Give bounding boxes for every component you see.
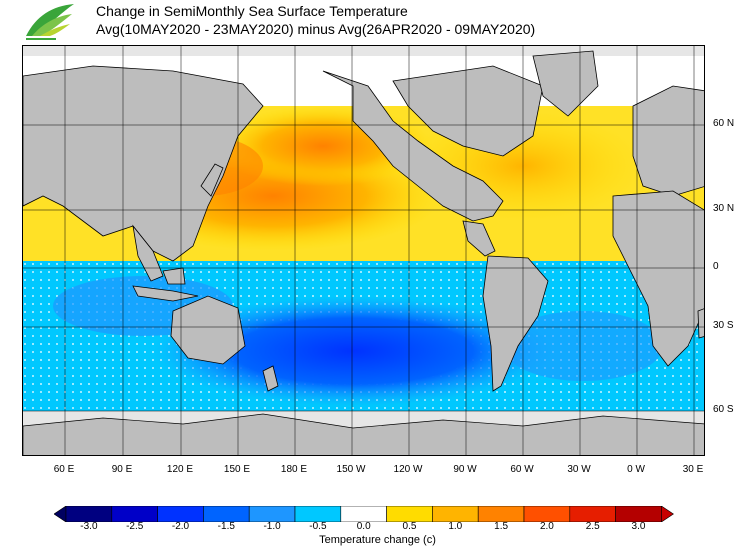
colorbar-swatch [248,505,296,523]
colorbar-tick-label: -0.5 [309,521,327,532]
colorbar-swatches [53,505,674,523]
lat-label-60s: 60 S [713,404,734,415]
colorbar-tick-label: -1.5 [217,521,235,532]
colorbar-arrow-high [661,505,674,523]
colorbar-title: Temperature change (c) [319,534,436,546]
colorbar-swatch [569,505,616,523]
colorbar-swatch [157,505,204,523]
lon-label: 150 W [336,464,366,475]
colorbar [53,505,674,527]
colorbar-tick-label: -3.0 [80,521,98,532]
lon-label: 30 W [567,464,591,475]
colorbar-swatch [386,505,433,523]
colorbar-tick-label: 3.0 [631,521,646,532]
colorbar-tick-label: 0.0 [356,521,371,532]
colorbar-swatch [340,505,387,523]
colorbar-tick-label: -1.0 [263,521,281,532]
lon-label: 120 W [393,464,423,475]
colorbar-tick-label: 1.5 [494,521,509,532]
graticule [23,46,704,455]
lon-label: 90 W [453,464,477,475]
colorbar-swatch [65,505,113,523]
lon-label: 150 E [223,464,251,475]
map-title-block: Change in SemiMonthly Sea Surface Temper… [96,2,535,38]
map-title: Change in SemiMonthly Sea Surface Temper… [96,3,408,19]
lon-label: 60 E [53,464,75,475]
sst-map [22,45,705,456]
colorbar-swatch [477,505,525,523]
lat-label-eq: 0 [713,261,719,272]
colorbar-tick-label: 1.0 [448,521,463,532]
leaf-icon [26,4,74,40]
agency-logo [22,2,80,44]
colorbar-swatch [203,505,250,523]
lon-label: 90 E [111,464,133,475]
colorbar-tick-label: 2.5 [585,521,600,532]
lon-label: 180 E [280,464,308,475]
colorbar-swatch [294,505,342,523]
colorbar-tick-label: -2.0 [171,521,190,532]
colorbar-arrow-low [53,505,67,523]
lon-label: 120 E [166,464,194,475]
colorbar-swatch [432,505,479,523]
colorbar-tick-label: -2.5 [126,521,144,532]
lat-label-60n: 60 N [713,118,735,129]
colorbar-swatch [523,505,571,523]
land-masses [23,50,704,392]
sst-map-canvas [23,46,704,455]
lon-label: 30 E [682,464,704,475]
colorbar-tick-label: 2.0 [539,521,554,532]
lat-label-30n: 30 N [713,203,735,214]
colorbar-swatch [615,505,662,523]
map-subtitle: Avg(10MAY2020 - 23MAY2020) minus Avg(26A… [96,21,536,37]
lon-label: 0 W [627,464,645,475]
lat-label-30s: 30 S [713,320,734,331]
colorbar-swatch [111,505,158,523]
lon-label: 60 W [510,464,534,475]
colorbar-tick-label: 0.5 [402,521,417,532]
